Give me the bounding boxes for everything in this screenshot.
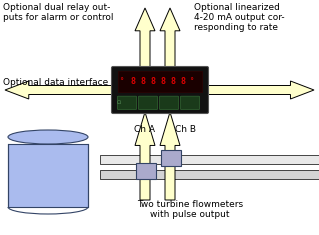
FancyBboxPatch shape: [138, 96, 158, 110]
Text: responding to rate: responding to rate: [194, 23, 278, 32]
Bar: [136, 163, 156, 179]
Text: 8: 8: [140, 77, 145, 86]
Polygon shape: [160, 8, 180, 68]
Text: Ch A: Ch A: [134, 125, 155, 134]
Text: Optional linearized: Optional linearized: [194, 3, 280, 12]
Ellipse shape: [8, 130, 88, 144]
Text: 8: 8: [150, 77, 155, 86]
Polygon shape: [5, 81, 113, 99]
FancyBboxPatch shape: [160, 96, 179, 110]
Polygon shape: [207, 81, 314, 99]
Text: °: °: [190, 78, 194, 85]
FancyBboxPatch shape: [112, 67, 209, 114]
Bar: [100, 155, 319, 164]
Polygon shape: [135, 8, 155, 68]
Text: 8: 8: [130, 77, 135, 86]
Text: 8: 8: [160, 77, 165, 86]
Polygon shape: [135, 112, 155, 200]
Text: 4-20 mA output cor-: 4-20 mA output cor-: [194, 13, 285, 22]
Polygon shape: [160, 112, 180, 200]
Text: Ω: Ω: [117, 100, 121, 105]
Bar: [161, 150, 181, 166]
Text: with pulse output: with pulse output: [150, 210, 230, 219]
Text: puts for alarm or control: puts for alarm or control: [3, 13, 114, 22]
Text: 8: 8: [170, 77, 175, 86]
Text: Ch B: Ch B: [175, 125, 196, 134]
Text: Optional data interface: Optional data interface: [3, 78, 108, 86]
Bar: [100, 170, 319, 179]
Bar: [118, 71, 202, 92]
Bar: [8, 144, 88, 207]
Text: °: °: [120, 78, 124, 85]
FancyBboxPatch shape: [117, 96, 137, 110]
Text: Optional dual relay out-: Optional dual relay out-: [3, 3, 110, 12]
Text: Two turbine flowmeters: Two turbine flowmeters: [137, 200, 243, 209]
FancyBboxPatch shape: [181, 96, 199, 110]
Text: 8: 8: [180, 77, 185, 86]
